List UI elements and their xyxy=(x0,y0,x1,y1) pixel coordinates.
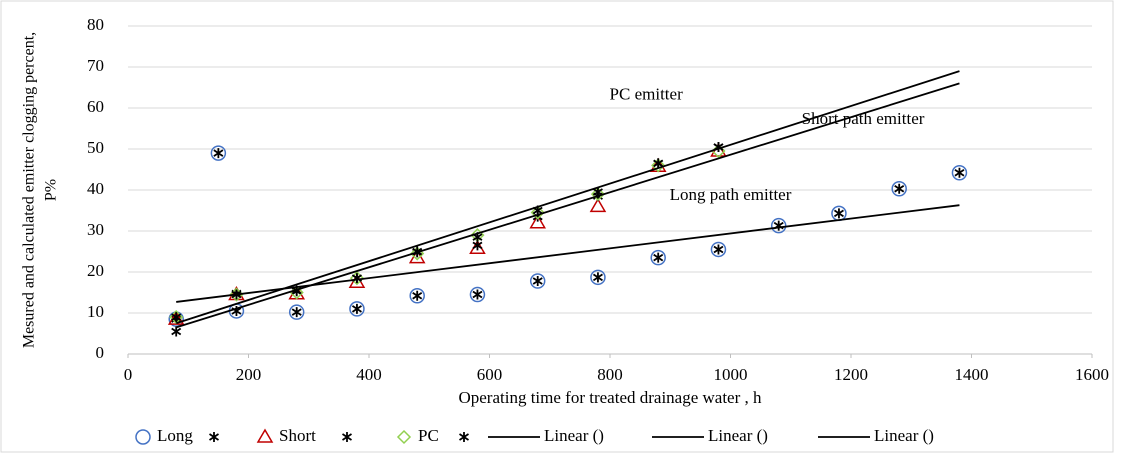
point xyxy=(891,181,907,197)
point xyxy=(469,286,486,303)
trend-line xyxy=(175,70,960,325)
point xyxy=(592,272,603,283)
y-tick-label: 0 xyxy=(96,343,105,362)
x-tick-label: 400 xyxy=(356,365,382,384)
point xyxy=(951,165,968,181)
point xyxy=(213,148,224,159)
y-tick-label: 60 xyxy=(87,97,104,116)
point xyxy=(532,276,543,287)
point xyxy=(653,158,664,169)
y-tick-label: 20 xyxy=(87,261,104,280)
y-tick-label: 70 xyxy=(87,56,104,75)
point xyxy=(171,326,182,337)
legend-label: Linear () xyxy=(544,426,604,445)
legend-marker xyxy=(135,429,151,445)
legend-label: Linear () xyxy=(874,426,934,445)
x-tick-label: 0 xyxy=(124,365,133,384)
point xyxy=(710,241,727,258)
point xyxy=(529,214,547,229)
legend-label: Short xyxy=(279,426,316,445)
legend-marker xyxy=(209,432,219,442)
y-tick-label: 30 xyxy=(87,220,104,239)
point xyxy=(529,273,546,289)
annotation: PC emitter xyxy=(610,85,684,104)
trend-line xyxy=(175,82,960,329)
y-axis-label-line: P% xyxy=(43,179,60,201)
point xyxy=(651,158,666,173)
point xyxy=(530,205,545,220)
legend-marker xyxy=(396,429,412,445)
point xyxy=(349,301,365,317)
x-tick-label: 600 xyxy=(477,365,503,384)
x-tick-label: 1200 xyxy=(834,365,868,384)
point xyxy=(954,167,965,178)
x-tick-label: 1000 xyxy=(714,365,748,384)
y-tick-label: 80 xyxy=(87,15,104,34)
y-axis-label-line: Mesured and calculated emitter clogging … xyxy=(21,32,38,348)
x-tick-label: 200 xyxy=(236,365,262,384)
annotation: Short path emitter xyxy=(802,109,925,128)
x-axis-label: Operating time for treated drainage wate… xyxy=(458,388,762,407)
x-tick-label: 800 xyxy=(597,365,623,384)
y-tick-label: 10 xyxy=(87,302,104,321)
y-tick-label: 50 xyxy=(87,138,104,157)
point xyxy=(590,269,606,286)
x-tick-label: 1400 xyxy=(955,365,989,384)
legend-marker xyxy=(342,432,352,442)
point xyxy=(412,290,423,301)
y-axis-label: Mesured and calculated emitter clogging … xyxy=(21,32,60,348)
point xyxy=(653,252,664,263)
x-tick-label: 1600 xyxy=(1075,365,1109,384)
legend-label: PC xyxy=(418,426,439,445)
point xyxy=(589,197,607,213)
point xyxy=(713,244,724,255)
annotation: Long path emitter xyxy=(670,185,792,204)
legend-marker xyxy=(459,432,469,442)
point xyxy=(291,307,302,318)
point xyxy=(894,183,905,194)
legend-label: Long xyxy=(157,426,193,445)
point xyxy=(409,288,425,304)
legend-marker xyxy=(256,428,274,443)
point xyxy=(210,145,227,161)
point xyxy=(288,304,305,320)
point xyxy=(833,208,844,219)
legend-label: Linear () xyxy=(708,426,768,445)
point xyxy=(590,187,606,202)
point xyxy=(472,289,483,300)
y-tick-label: 40 xyxy=(87,179,104,198)
point xyxy=(351,303,362,314)
point xyxy=(770,217,787,234)
point xyxy=(171,312,182,323)
point xyxy=(650,249,666,266)
